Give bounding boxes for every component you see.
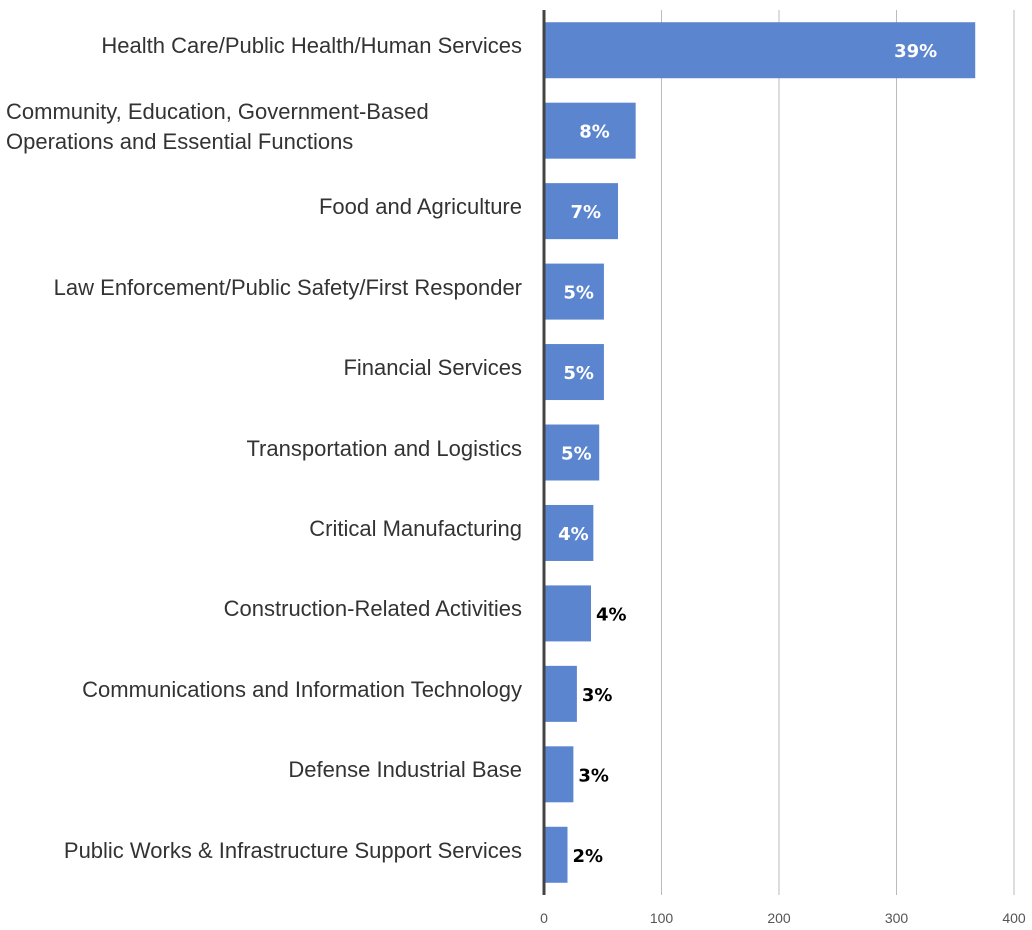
bar <box>544 22 976 79</box>
value-label: 39% <box>894 41 937 62</box>
bar <box>544 344 604 401</box>
category-label: Construction-Related Activities <box>6 594 522 624</box>
x-tick-label: 400 <box>1002 910 1026 926</box>
bar <box>544 585 591 642</box>
value-label: 3% <box>582 685 613 706</box>
x-tick-label: 300 <box>885 910 909 926</box>
value-label: 2% <box>573 846 604 867</box>
category-label: Law Enforcement/Public Safety/First Resp… <box>6 273 522 303</box>
value-label: 8% <box>579 122 610 143</box>
category-text: Construction-Related Activities <box>223 596 522 622</box>
category-label: Health Care/Public Health/Human Services <box>6 31 522 61</box>
category-text: Transportation and Logistics <box>246 435 522 461</box>
bar <box>544 746 574 803</box>
x-tick-label: 100 <box>650 910 674 926</box>
bar <box>544 263 604 320</box>
category-label: Defense Industrial Base <box>6 755 522 785</box>
value-label: 3% <box>578 765 609 786</box>
x-tick-label: 0 <box>540 910 548 926</box>
category-text: Law Enforcement/Public Safety/First Resp… <box>53 274 522 300</box>
category-label: Transportation and Logistics <box>6 434 522 464</box>
category-label: Food and Agriculture <box>6 192 522 222</box>
category-text: Defense Industrial Base <box>288 757 522 783</box>
value-label: 4% <box>596 604 627 625</box>
value-label: 5% <box>561 444 592 465</box>
category-text: Financial Services <box>343 355 522 381</box>
category-text: Communications and Information Technolog… <box>82 676 522 702</box>
bar <box>544 102 636 159</box>
x-tick-label: 200 <box>767 910 791 926</box>
category-label: Communications and Information Technolog… <box>6 675 522 705</box>
category-text: Health Care/Public Health/Human Services <box>101 33 522 59</box>
value-label: 5% <box>563 363 594 384</box>
bar <box>544 504 594 561</box>
bar <box>544 826 568 883</box>
category-label: Financial Services <box>6 353 522 383</box>
category-text: Community, Education, Government-Based O… <box>6 98 429 154</box>
category-text: Food and Agriculture <box>318 194 522 220</box>
bar <box>544 665 577 722</box>
value-label: 4% <box>558 524 589 545</box>
value-label: 7% <box>570 202 601 223</box>
value-label: 5% <box>563 283 594 304</box>
category-label: Community, Education, Government-Based O… <box>6 97 522 157</box>
category-label: Critical Manufacturing <box>6 514 522 544</box>
bar <box>544 183 619 240</box>
category-text: Public Works & Infrastructure Support Se… <box>63 837 522 863</box>
category-text: Critical Manufacturing <box>309 515 522 541</box>
category-label: Public Works & Infrastructure Support Se… <box>6 836 522 866</box>
bar <box>544 424 600 481</box>
